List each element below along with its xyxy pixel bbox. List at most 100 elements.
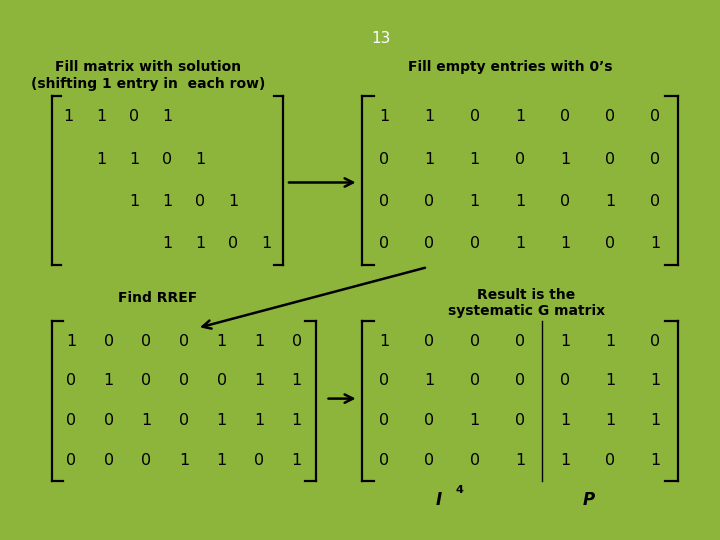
Text: 0: 0: [606, 152, 616, 166]
Text: 1: 1: [217, 414, 227, 428]
Text: 0: 0: [469, 374, 480, 388]
Text: I: I: [436, 491, 442, 509]
Text: 0: 0: [104, 414, 114, 428]
Text: 1: 1: [162, 194, 173, 209]
Text: 1: 1: [424, 109, 435, 124]
Text: 1: 1: [650, 454, 660, 468]
Text: 1: 1: [63, 109, 73, 124]
Text: 1: 1: [605, 194, 616, 209]
Text: 0: 0: [66, 374, 76, 388]
Text: 0: 0: [425, 194, 435, 209]
Text: 0: 0: [228, 236, 238, 251]
Text: 0: 0: [66, 454, 76, 468]
Text: 1: 1: [130, 194, 140, 209]
Text: 1: 1: [130, 152, 140, 166]
Text: 0: 0: [217, 374, 227, 388]
Text: 0: 0: [560, 109, 570, 124]
Text: 0: 0: [560, 194, 570, 209]
Text: 1: 1: [195, 152, 205, 166]
Text: 0: 0: [425, 414, 435, 428]
Text: 1: 1: [605, 334, 616, 348]
Text: 0: 0: [141, 454, 151, 468]
Text: 1: 1: [162, 109, 173, 124]
Text: 1: 1: [379, 109, 390, 124]
Text: 13: 13: [372, 31, 391, 46]
Text: 0: 0: [379, 194, 390, 209]
Text: 0: 0: [606, 454, 616, 468]
Text: Fill matrix with solution
(shifting 1 entry in  each row): Fill matrix with solution (shifting 1 en…: [30, 60, 265, 91]
Text: 1: 1: [650, 236, 660, 251]
Text: 0: 0: [104, 334, 114, 348]
Text: 1: 1: [560, 414, 570, 428]
Text: 1: 1: [96, 152, 107, 166]
Text: Find RREF: Find RREF: [118, 291, 197, 305]
Text: 1: 1: [515, 194, 525, 209]
Text: 1: 1: [96, 109, 107, 124]
Text: 1: 1: [424, 374, 435, 388]
Text: 0: 0: [179, 414, 189, 428]
Text: 1: 1: [515, 454, 525, 468]
Text: 1: 1: [179, 454, 189, 468]
Text: Result is the
systematic G matrix: Result is the systematic G matrix: [448, 288, 605, 319]
Text: 0: 0: [130, 109, 140, 124]
Text: 0: 0: [469, 236, 480, 251]
Text: 1: 1: [515, 236, 525, 251]
Text: 0: 0: [425, 454, 435, 468]
Text: 0: 0: [66, 414, 76, 428]
Text: 0: 0: [141, 374, 151, 388]
Text: 1: 1: [66, 334, 76, 348]
Text: 0: 0: [425, 236, 435, 251]
Text: 0: 0: [141, 334, 151, 348]
Text: 0: 0: [379, 152, 390, 166]
Text: 1: 1: [424, 152, 435, 166]
Text: 1: 1: [254, 374, 264, 388]
Text: 0: 0: [104, 454, 114, 468]
Text: 1: 1: [605, 374, 616, 388]
Text: 0: 0: [650, 152, 660, 166]
Text: 1: 1: [104, 374, 114, 388]
Text: 0: 0: [560, 374, 570, 388]
Text: 1: 1: [217, 454, 227, 468]
Text: 1: 1: [292, 454, 302, 468]
Text: 1: 1: [605, 414, 616, 428]
Text: 0: 0: [515, 374, 525, 388]
Text: 1: 1: [228, 194, 238, 209]
Text: 0: 0: [650, 194, 660, 209]
Text: 0: 0: [650, 334, 660, 348]
Text: 1: 1: [560, 454, 570, 468]
Text: 0: 0: [469, 454, 480, 468]
Text: 4: 4: [455, 484, 463, 495]
Text: 1: 1: [261, 236, 271, 251]
Text: 0: 0: [379, 236, 390, 251]
Text: 1: 1: [650, 374, 660, 388]
Text: 1: 1: [254, 414, 264, 428]
Text: 1: 1: [560, 152, 570, 166]
Text: 1: 1: [650, 414, 660, 428]
Text: 1: 1: [292, 414, 302, 428]
Text: 0: 0: [292, 334, 302, 348]
Text: 0: 0: [469, 109, 480, 124]
Text: 0: 0: [425, 334, 435, 348]
Text: 0: 0: [606, 236, 616, 251]
Text: 0: 0: [606, 109, 616, 124]
Text: 1: 1: [379, 334, 390, 348]
Text: 0: 0: [179, 374, 189, 388]
Text: 0: 0: [379, 414, 390, 428]
Text: 1: 1: [162, 236, 173, 251]
Text: 1: 1: [469, 152, 480, 166]
Text: 1: 1: [560, 236, 570, 251]
Text: 0: 0: [515, 334, 525, 348]
Text: Fill empty entries with 0’s: Fill empty entries with 0’s: [408, 60, 612, 75]
Text: 0: 0: [379, 374, 390, 388]
Text: 0: 0: [179, 334, 189, 348]
Text: 1: 1: [254, 334, 264, 348]
Text: 1: 1: [469, 194, 480, 209]
Text: 1: 1: [469, 414, 480, 428]
Text: 0: 0: [163, 152, 173, 166]
Text: 0: 0: [379, 454, 390, 468]
Text: P: P: [583, 491, 595, 509]
Text: 0: 0: [469, 334, 480, 348]
Text: 0: 0: [515, 152, 525, 166]
Text: 0: 0: [650, 109, 660, 124]
Text: 1: 1: [217, 334, 227, 348]
